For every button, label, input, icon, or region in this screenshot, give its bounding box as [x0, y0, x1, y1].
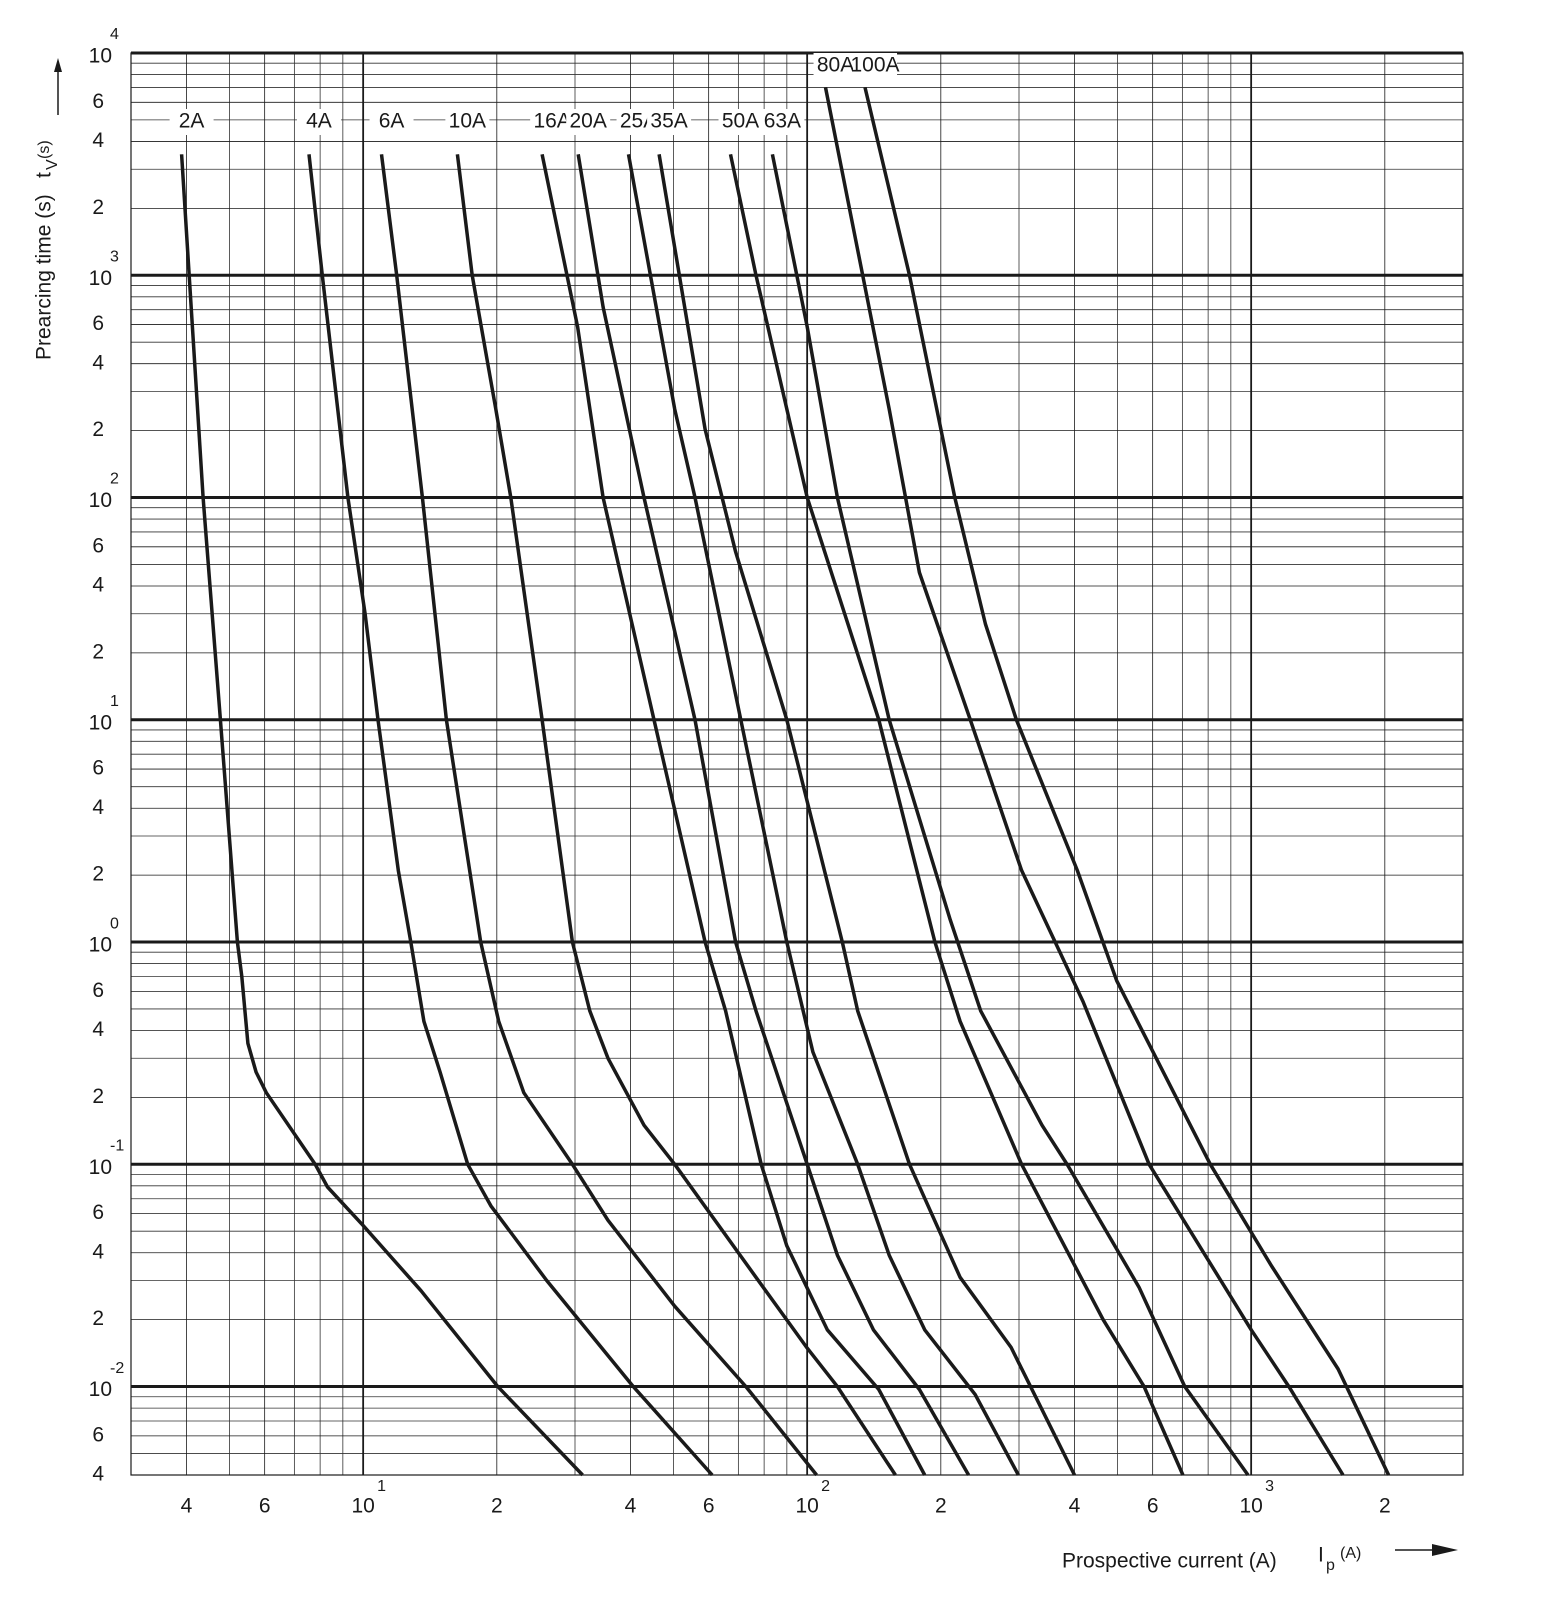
- y-tick-label: 10: [89, 1378, 112, 1401]
- x-tick-label: 2: [935, 1495, 947, 1518]
- series-label-bg: [718, 109, 763, 135]
- grid: [130, 51, 1464, 1476]
- series-label-bg: [169, 109, 214, 135]
- x-tick-label: 6: [1147, 1495, 1159, 1518]
- series-label-bg: [853, 53, 898, 79]
- series-label: 10A: [449, 110, 486, 133]
- y-symbol-sub: V: [44, 159, 61, 170]
- x-tick-label: 4: [181, 1495, 193, 1518]
- series-label-bg: [445, 109, 490, 135]
- y-axis-title: Prearcing time (s) t V (s): [33, 140, 62, 360]
- y-tick-label: 6: [92, 534, 104, 557]
- series-label-bg: [296, 109, 341, 135]
- x-tick-label: 6: [259, 1495, 271, 1518]
- y-tick-label: 10: [89, 489, 112, 512]
- y-axis-label: Prearcing time (s): [33, 194, 56, 360]
- series-label: 80A: [817, 54, 854, 77]
- fuse-curve: [863, 86, 1391, 1476]
- y-tick-label: 10: [89, 45, 112, 68]
- y-tick-label: 2: [92, 1307, 104, 1330]
- y-tick-label: 4: [92, 796, 104, 819]
- y-tick-sup: -1: [110, 1138, 124, 1155]
- curves: [179, 86, 1391, 1477]
- series-label-bg: [566, 109, 611, 135]
- series-label: 2A: [179, 110, 205, 133]
- x-symbol: I: [1318, 1544, 1324, 1567]
- y-tick-label: 4: [92, 351, 104, 374]
- x-tick-label: 10: [1239, 1495, 1262, 1518]
- y-tick-sup: 4: [110, 26, 119, 43]
- x-tick-label: 10: [351, 1495, 374, 1518]
- x-tick-label: 4: [1069, 1495, 1081, 1518]
- y-tick-sup: -2: [110, 1360, 124, 1377]
- series-label: 6A: [379, 110, 405, 133]
- y-tick-label: 2: [92, 640, 104, 663]
- fuse-curve: [657, 154, 1077, 1476]
- x-tick-label: 10: [795, 1495, 818, 1518]
- y-tick-label: 10: [89, 1156, 112, 1179]
- y-tick-label: 4: [92, 129, 104, 152]
- series-label-bg: [813, 53, 858, 79]
- y-tick-sup: 2: [110, 471, 119, 488]
- labels: 10464210364210264210164210064210-164210-…: [89, 26, 1391, 1517]
- series-label: 100A: [851, 54, 900, 77]
- y-tick-label: 2: [92, 863, 104, 886]
- series-label-bg: [647, 109, 692, 135]
- fuse-curve: [576, 154, 971, 1476]
- x-tick-label: 4: [625, 1495, 637, 1518]
- x-tick-sup: 3: [1265, 1478, 1274, 1495]
- y-symbol: t: [33, 172, 56, 178]
- x-tick-sup: 1: [377, 1478, 386, 1495]
- fuse-curve: [823, 87, 1345, 1476]
- x-unit: (A): [1340, 1545, 1361, 1562]
- y-tick-label: 10: [89, 267, 112, 290]
- fuse-curve: [770, 153, 1250, 1477]
- y-tick-label: 2: [92, 418, 104, 441]
- series-label-bg: [369, 109, 414, 135]
- y-tick-label: 6: [92, 979, 104, 1002]
- y-tick-label: 2: [92, 196, 104, 219]
- series-label: 35A: [650, 110, 687, 133]
- y-tick-label: 4: [92, 1463, 104, 1486]
- fuse-curve: [455, 154, 897, 1476]
- fuse-curve: [626, 153, 1020, 1476]
- y-tick-label: 4: [92, 1018, 104, 1041]
- y-tick-label: 4: [92, 574, 104, 597]
- fuse-curve: [379, 154, 818, 1477]
- y-tick-label: 6: [92, 757, 104, 780]
- y-tick-label: 10: [89, 934, 112, 957]
- y-tick-label: 2: [92, 1085, 104, 1108]
- fuse-curve: [728, 153, 1185, 1476]
- y-tick-sup: 0: [110, 915, 119, 932]
- x-axis-label: Prospective current (A): [1062, 1550, 1277, 1573]
- fuse-curve: [179, 154, 584, 1477]
- x-arrow: [1395, 1544, 1458, 1556]
- x-tick-label: 6: [703, 1495, 715, 1518]
- x-tick-sup: 2: [821, 1478, 830, 1495]
- y-tick-label: 4: [92, 1240, 104, 1263]
- fuse-curve: [540, 153, 927, 1476]
- series-label: 50A: [722, 110, 759, 133]
- plot-frame: [130, 52, 1464, 1476]
- series-label: 63A: [764, 110, 801, 133]
- series-label: 16A: [533, 110, 570, 133]
- y-tick-label: 6: [92, 1201, 104, 1224]
- y-unit: (s): [36, 140, 53, 159]
- y-tick-label: 6: [92, 312, 104, 335]
- x-symbol-sub: p: [1326, 1557, 1335, 1574]
- series-label-bg: [760, 109, 805, 135]
- y-tick-label: 10: [89, 711, 112, 734]
- y-tick-label: 6: [92, 90, 104, 113]
- series-label: 20A: [569, 110, 606, 133]
- fuse-curve: [307, 154, 714, 1477]
- y-tick-sup: 3: [110, 248, 119, 265]
- x-tick-label: 2: [491, 1495, 503, 1518]
- y-tick-label: 6: [92, 1423, 104, 1446]
- series-label: 4A: [306, 110, 332, 133]
- y-arrow: [54, 58, 62, 115]
- y-tick-sup: 1: [110, 693, 119, 710]
- x-tick-label: 2: [1379, 1495, 1391, 1518]
